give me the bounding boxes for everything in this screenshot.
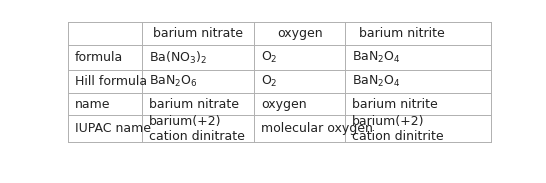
Text: molecular oxygen: molecular oxygen: [261, 122, 373, 135]
Text: barium(+2)
cation dinitrite: barium(+2) cation dinitrite: [352, 115, 444, 143]
Text: $\mathrm{BaN_2O_4}$: $\mathrm{BaN_2O_4}$: [352, 74, 401, 89]
Text: $\mathrm{O_2}$: $\mathrm{O_2}$: [261, 74, 278, 89]
Text: $\mathrm{O_2}$: $\mathrm{O_2}$: [261, 50, 278, 65]
Text: $\mathrm{BaN_2O_6}$: $\mathrm{BaN_2O_6}$: [149, 74, 198, 89]
Text: IUPAC name: IUPAC name: [75, 122, 151, 135]
Text: name: name: [75, 98, 110, 111]
Text: $\mathrm{Ba(NO_3)_2}$: $\mathrm{Ba(NO_3)_2}$: [149, 49, 207, 66]
Text: barium nitrate: barium nitrate: [149, 98, 239, 111]
Text: oxygen: oxygen: [261, 98, 307, 111]
Text: barium nitrite: barium nitrite: [352, 98, 438, 111]
Text: oxygen: oxygen: [277, 27, 323, 40]
Text: formula: formula: [75, 51, 123, 64]
Text: barium nitrate: barium nitrate: [153, 27, 244, 40]
Text: $\mathrm{BaN_2O_4}$: $\mathrm{BaN_2O_4}$: [352, 50, 401, 65]
Text: barium nitrite: barium nitrite: [359, 27, 444, 40]
Text: Hill formula: Hill formula: [75, 75, 147, 88]
Text: barium(+2)
cation dinitrate: barium(+2) cation dinitrate: [149, 115, 245, 143]
